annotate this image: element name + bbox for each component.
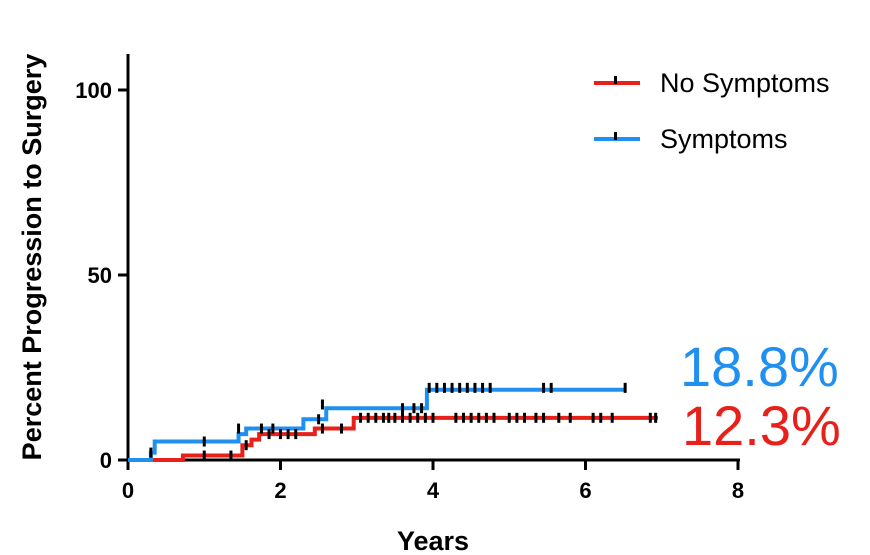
series-line-no-symptoms — [128, 415, 658, 462]
censor-mark — [477, 412, 481, 423]
x-axis-title: Years — [397, 526, 469, 555]
censor-mark — [462, 412, 465, 423]
censor-mark — [359, 412, 363, 423]
censor-mark — [492, 412, 496, 423]
legend-label-symptoms: Symptoms — [660, 124, 788, 154]
censor-mark — [244, 440, 248, 451]
censor-mark — [393, 412, 397, 423]
y-tick-label: 50 — [88, 263, 112, 288]
censor-mark — [340, 423, 343, 434]
censor-mark — [401, 403, 404, 414]
censor-mark — [271, 423, 275, 434]
series-line-symptoms — [128, 387, 626, 462]
legend-label-no-symptoms: No Symptoms — [660, 68, 830, 98]
censor-mark — [423, 412, 427, 423]
symptoms-final-percent: 18.8% — [680, 335, 839, 398]
censor-mark — [542, 412, 546, 423]
censor-mark — [431, 412, 435, 423]
censor-mark — [202, 436, 206, 447]
legend-item-no-symptoms: No Symptoms — [594, 68, 830, 98]
censor-mark — [557, 412, 561, 423]
censor-mark — [623, 382, 627, 393]
x-tick-label: 8 — [732, 478, 744, 503]
censor-mark — [412, 403, 416, 414]
axis-ticks: 0 2 4 6 8 0 50 100 — [75, 78, 744, 503]
censor-mark — [507, 412, 511, 423]
plot-area — [128, 382, 658, 462]
censor-mark — [568, 412, 572, 423]
censor-mark — [259, 423, 263, 434]
censor-mark — [591, 412, 595, 423]
censor-mark — [648, 412, 652, 423]
censor-mark — [458, 382, 462, 393]
censor-mark — [523, 412, 526, 423]
censor-mark — [534, 412, 538, 423]
legend: No Symptoms Symptoms — [594, 68, 830, 154]
censor-mark — [149, 447, 153, 458]
censor-mark — [450, 382, 454, 393]
censor-mark — [420, 403, 424, 414]
y-tick-label: 0 — [100, 448, 112, 473]
x-tick-label: 2 — [274, 478, 286, 503]
censor-mark — [473, 382, 477, 393]
censor-mark — [279, 429, 282, 440]
censor-mark — [488, 382, 492, 393]
censor-mark — [610, 412, 614, 423]
censor-mark — [654, 412, 658, 423]
censor-mark — [320, 423, 324, 434]
censor-mark — [599, 412, 603, 423]
censor-mark — [427, 382, 431, 393]
censor-mark — [381, 412, 385, 423]
censor-mark — [416, 412, 420, 423]
censor-mark — [442, 382, 446, 393]
censor-mark — [374, 412, 378, 423]
censor-mark — [229, 450, 233, 461]
censor-mark — [294, 429, 298, 440]
censor-mark — [317, 414, 321, 425]
censor-mark — [401, 412, 404, 423]
censor-mark — [408, 412, 412, 423]
y-tick-label: 100 — [75, 78, 112, 103]
legend-item-symptoms: Symptoms — [594, 124, 788, 154]
censor-mark — [481, 382, 485, 393]
censor-mark — [286, 429, 290, 440]
censor-mark — [549, 382, 553, 393]
censor-mark — [435, 382, 439, 393]
censor-mark — [469, 412, 473, 423]
censor-mark — [387, 412, 391, 423]
y-axis-title: Percent Progression to Surgery — [17, 54, 47, 461]
censor-mark — [454, 412, 458, 423]
no-symptoms-final-percent: 12.3% — [682, 394, 841, 457]
censor-mark — [202, 450, 206, 461]
x-tick-label: 4 — [427, 478, 440, 503]
legend-censor-mark — [614, 76, 617, 84]
censor-mark — [366, 412, 370, 423]
x-tick-label: 0 — [122, 478, 134, 503]
censor-mark — [237, 423, 241, 434]
censor-mark — [465, 382, 469, 393]
censor-mark — [542, 382, 546, 393]
censor-mark — [484, 412, 488, 423]
censor-mark — [515, 412, 519, 423]
legend-censor-mark — [614, 132, 617, 140]
censor-mark — [267, 429, 271, 440]
censor-mark — [320, 399, 324, 410]
x-tick-label: 6 — [579, 478, 591, 503]
